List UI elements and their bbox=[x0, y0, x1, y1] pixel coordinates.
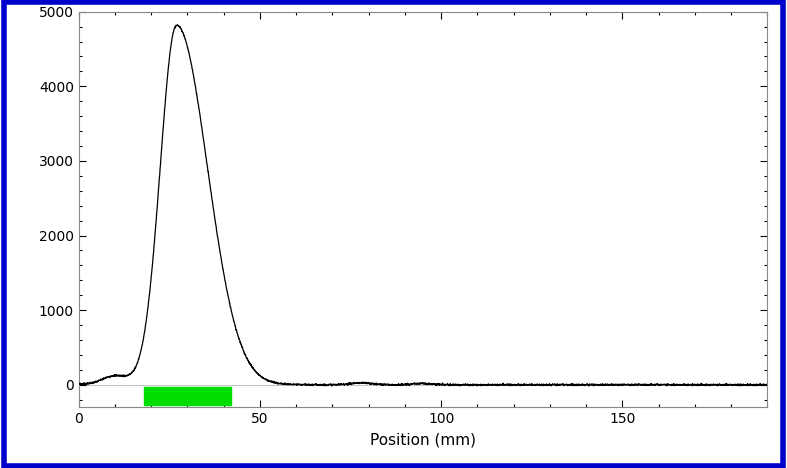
X-axis label: Position (mm): Position (mm) bbox=[370, 433, 476, 448]
Bar bbox=[144, 387, 231, 405]
